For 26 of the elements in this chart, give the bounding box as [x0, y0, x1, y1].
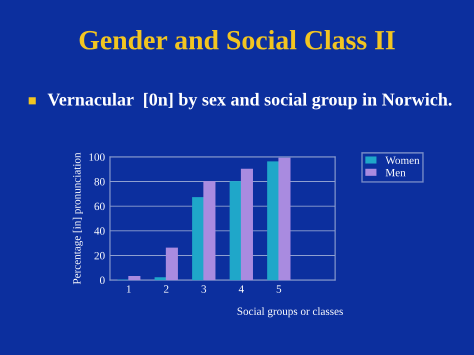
y-tick-label: 40 [94, 227, 105, 235]
bar [166, 248, 178, 280]
y-tick-label: 100 [89, 153, 105, 161]
bar [192, 197, 204, 280]
x-tick-label: 4 [238, 285, 244, 293]
x-axis-title: Social groups or classes [238, 307, 343, 318]
y-tick-label: 60 [94, 202, 105, 210]
bar [154, 277, 167, 280]
y-tick-label: 80 [94, 178, 105, 186]
x-tick-label: 2 [164, 285, 168, 293]
y-axis-title: Percentage [in] pronunciation [72, 152, 83, 284]
bar [128, 276, 140, 280]
bar [278, 158, 291, 280]
bar [203, 181, 216, 280]
chart-title: Gender and Social Class II [80, 30, 395, 50]
bar [230, 181, 242, 280]
x-tick-label: 5 [276, 285, 282, 293]
legend-label: Men [386, 168, 406, 176]
x-tick-label: 3 [202, 285, 206, 293]
legend-label: Women [385, 156, 420, 164]
y-tick-label: 0 [100, 276, 105, 284]
x-tick-label: 1 [126, 285, 131, 293]
y-tick-label: 20 [94, 252, 105, 260]
chart-subtitle: Vernacular [0n] by sex and social group in Norwich. [48, 92, 452, 110]
bar [267, 161, 280, 280]
bar [240, 168, 253, 280]
